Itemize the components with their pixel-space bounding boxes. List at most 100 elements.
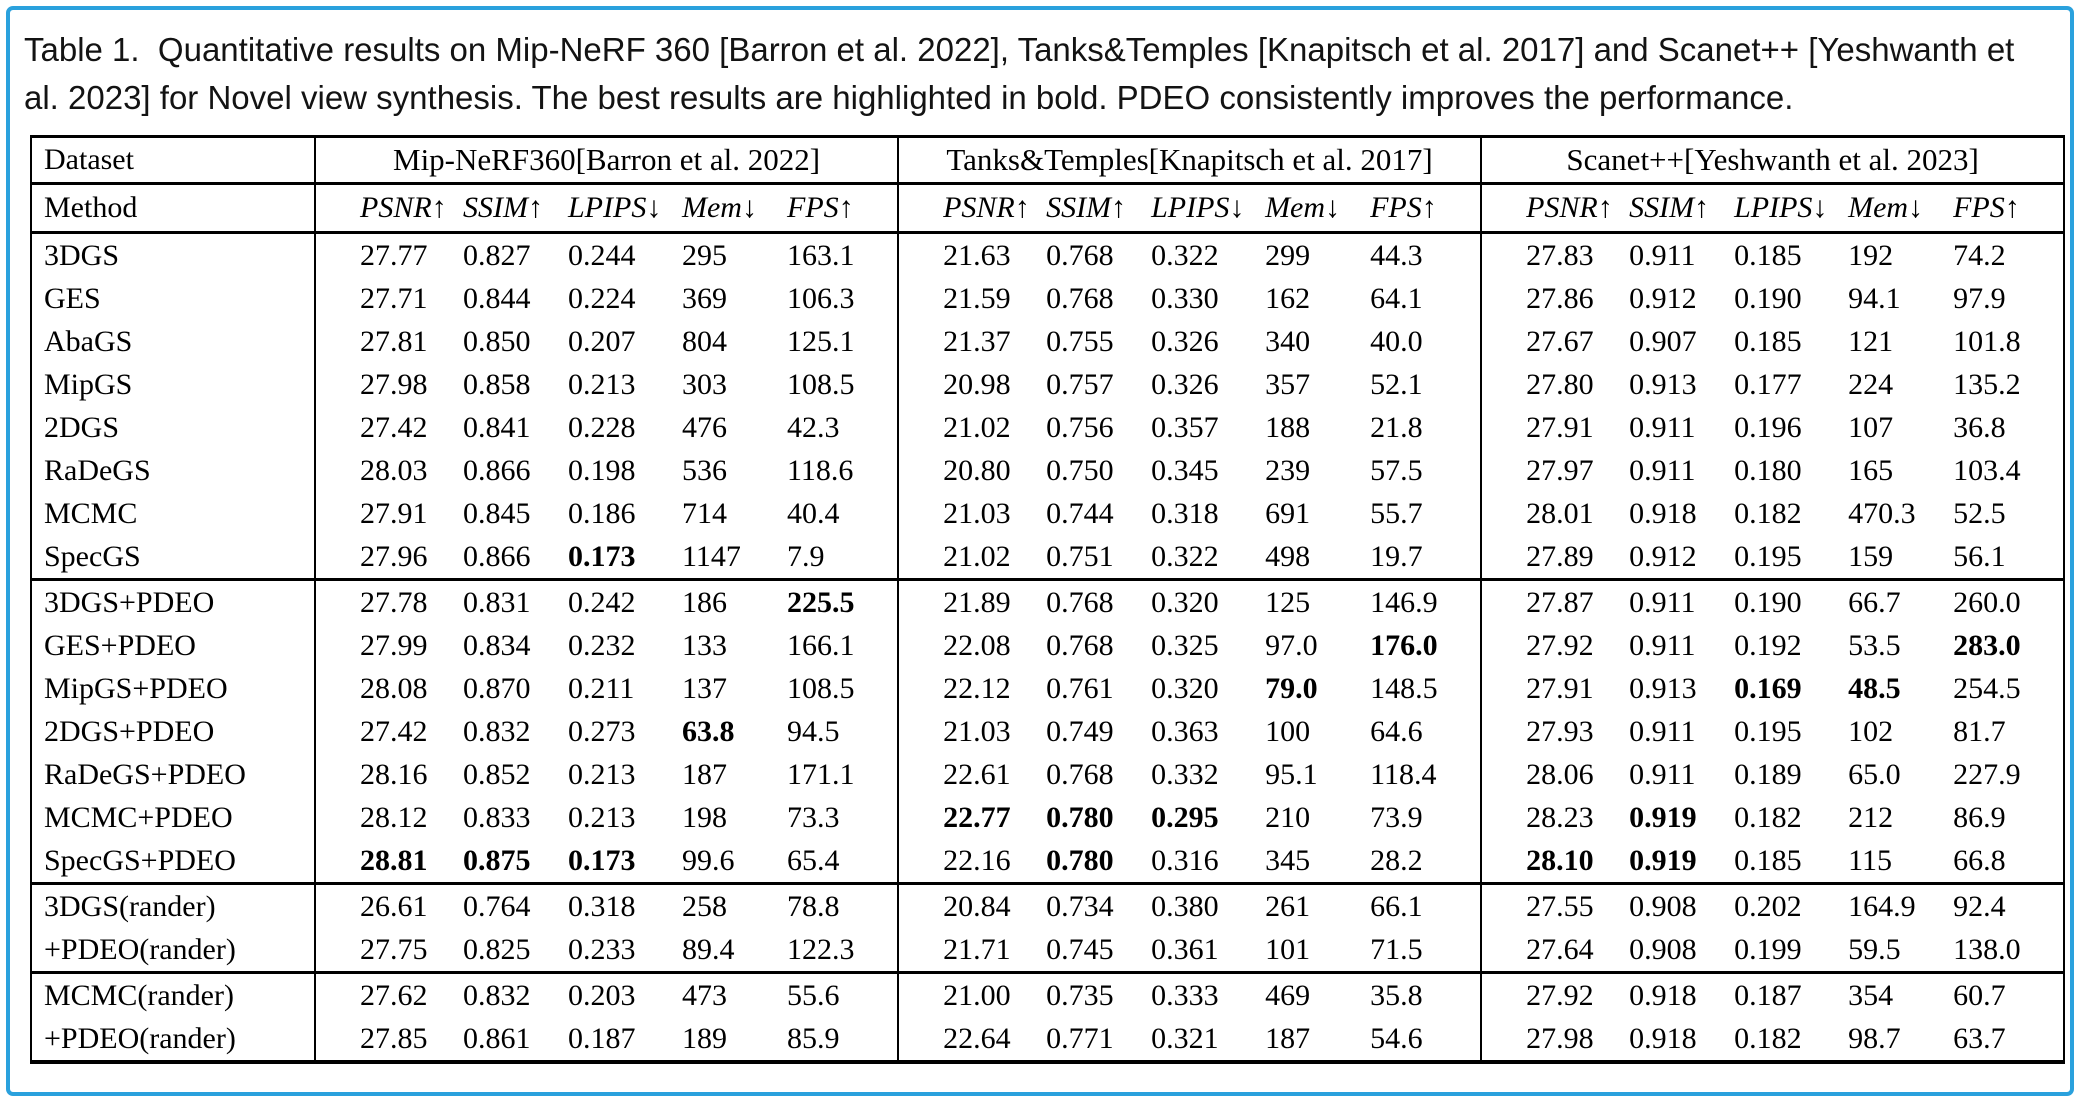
value-cell: 165 (1848, 453, 1894, 487)
value-cell: 97.9 (1953, 281, 2006, 315)
value-cell: 473 (668, 971, 773, 1018)
value-cell: 0.768 (1046, 238, 1114, 272)
value-cell: 164.9 (1834, 882, 1940, 929)
value-cell: 163.1 (787, 238, 855, 272)
value-cell: 0.190 (1734, 281, 1802, 315)
value-cell: 21.59 (897, 277, 1033, 321)
value-cell: 0.213 (568, 800, 636, 834)
method-name-cell: SpecGS (44, 539, 141, 573)
method-name-cell: MCMC (44, 496, 138, 530)
value-cell: 21.89 (897, 578, 1033, 625)
value-cell: 0.780 (1046, 843, 1114, 877)
method-name-cell: GES+PDEO (44, 628, 196, 662)
value-cell: 0.832 (463, 714, 531, 748)
value-cell: 0.228 (568, 410, 636, 444)
value-cell: 0.866 (463, 539, 531, 573)
value-cell: 0.363 (1151, 714, 1219, 748)
value-cell: 55.6 (773, 971, 899, 1018)
table-row: GES 27.71 0.844 0.224 369 106.3 21.59 0.768 0.33… (31, 277, 2064, 321)
value-cell: 66.1 (1356, 882, 1482, 929)
value-cell: 27.75 (314, 928, 449, 973)
value-cell: 0.322 (1151, 238, 1219, 272)
value-cell: 27.80 (1480, 363, 1616, 407)
value-cell: 44.3 (1370, 238, 1423, 272)
method-name-cell: AbaGS (44, 324, 133, 358)
value-cell: 0.908 (1629, 932, 1697, 966)
value-cell: 27.78 (314, 578, 449, 625)
value-cell: 254.5 (1953, 671, 2021, 705)
value-cell: 27.91 (1480, 667, 1616, 711)
value-cell: 0.919 (1629, 843, 1697, 877)
metric-header-1-lpips: LPIPS↓ (1137, 183, 1252, 235)
value-cell: 78.8 (773, 882, 899, 929)
value-cell: 28.16 (314, 753, 449, 797)
value-cell: 146.9 (1356, 578, 1482, 625)
value-cell: 26.61 (314, 882, 449, 929)
value-cell: 28.10 (1480, 839, 1616, 884)
value-cell: 27.64 (1480, 928, 1616, 973)
value-cell: 0.866 (463, 453, 531, 487)
value-cell: 27.62 (314, 971, 449, 1018)
value-cell: 22.16 (897, 839, 1033, 884)
value-cell: 0.333 (1137, 971, 1252, 1018)
value-cell: 0.845 (463, 496, 531, 530)
value-cell: 0.908 (1615, 882, 1721, 929)
value-cell: 0.189 (1734, 757, 1802, 791)
value-cell: 0.213 (568, 757, 636, 791)
metric-header-1-fps: FPS↑ (1356, 183, 1482, 235)
value-cell: 22.61 (897, 753, 1033, 797)
value-cell: 166.1 (787, 628, 855, 662)
value-cell: 476 (682, 410, 727, 444)
method-name-cell: MCMC(rander) (31, 971, 315, 1018)
table-row: 3DGS(rander) 26.61 0.764 0.318 258 78.8 20.84 0… (31, 882, 2065, 929)
value-cell: 27.85 (314, 1017, 449, 1065)
value-cell: 227.9 (1953, 757, 2021, 791)
value-cell: 94.5 (787, 714, 840, 748)
value-cell: 0.180 (1734, 453, 1802, 487)
value-cell: 0.825 (463, 932, 531, 966)
value-cell: 0.318 (554, 882, 668, 929)
results-table-body: 3DGS 27.77 0.827 0.244 295 163.1 21.63 0.768 0.3… (31, 232, 2065, 1065)
value-cell: 0.213 (568, 367, 636, 401)
value-cell: 85.9 (773, 1017, 899, 1065)
table-row: MipGS 27.98 0.858 0.213 303 108.5 20.98 0.757 0.… (31, 363, 2064, 407)
value-cell: 0.912 (1629, 281, 1697, 315)
method-name-cell: SpecGS+PDEO (44, 843, 236, 877)
value-cell: 0.185 (1734, 238, 1802, 272)
value-cell: 0.326 (1151, 367, 1219, 401)
table-row: 2DGS 27.42 0.841 0.228 476 42.3 21.02 0.756 0.35… (31, 406, 2064, 450)
value-cell: 0.911 (1629, 757, 1696, 791)
value-cell: 299 (1265, 238, 1311, 272)
value-cell: 260.0 (1939, 578, 2065, 625)
value-cell: 20.98 (897, 363, 1033, 407)
method-name-cell: GES (44, 281, 101, 315)
value-cell: 97.0 (1265, 628, 1318, 662)
value-cell: 0.757 (1046, 367, 1114, 401)
value-cell: 98.7 (1834, 1017, 1940, 1065)
table-row: SpecGS+PDEO 28.81 0.875 0.173 99.6 65.4 22.16 0… (31, 839, 2064, 884)
value-cell: 186 (668, 578, 773, 625)
value-cell: 0.322 (1151, 539, 1219, 573)
value-cell: 0.203 (554, 971, 668, 1018)
value-cell: 99.6 (682, 843, 735, 877)
value-cell: 261 (1251, 882, 1357, 929)
value-cell: 212 (1848, 800, 1894, 834)
value-cell: 0.185 (1734, 324, 1802, 358)
value-cell: 0.169 (1734, 671, 1802, 705)
value-cell: 27.81 (314, 320, 449, 364)
metric-header-2-fps: FPS↑ (1939, 183, 2065, 235)
dataset-header-row: Dataset Mip-NeRF360[Barron et al. 2022] T… (31, 135, 2065, 186)
metric-header-row: Method PSNR↑ SSIM↑ LPIPS↓ Mem↓ FPS↑ PSNR↑ SSIM… (31, 183, 2065, 235)
value-cell: 28.23 (1480, 796, 1616, 840)
value-cell: 0.744 (1046, 496, 1114, 530)
value-cell: 0.185 (1734, 843, 1802, 877)
metric-header-1-mem: Mem↓ (1251, 183, 1357, 235)
value-cell: 0.332 (1151, 757, 1219, 791)
value-cell: 357 (1265, 367, 1311, 401)
value-cell: 71.5 (1370, 932, 1423, 966)
value-cell: 0.196 (1734, 410, 1802, 444)
value-cell: 27.98 (1480, 1017, 1616, 1065)
value-cell: 73.9 (1370, 800, 1423, 834)
value-cell: 0.907 (1629, 324, 1697, 358)
screenshot-frame: Table 1. Quantitative results on Mip-NeR… (6, 6, 2074, 1096)
